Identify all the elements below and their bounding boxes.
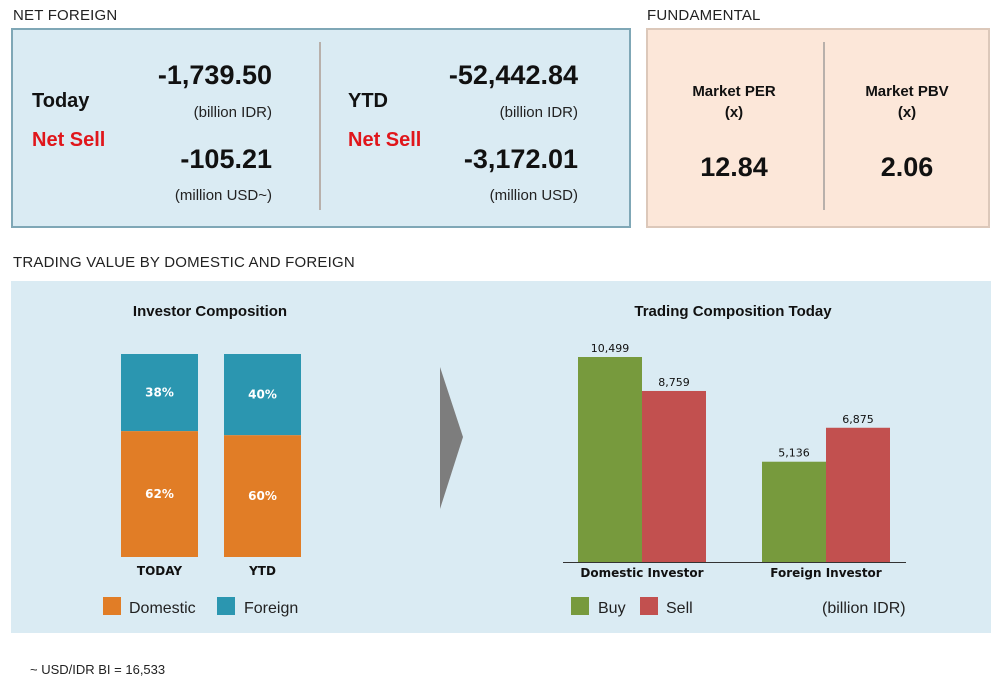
trading-composition-title: Trading Composition Today bbox=[634, 303, 832, 320]
today-usd-value: -105.21 bbox=[180, 144, 272, 174]
today-net-sell: Net Sell bbox=[32, 129, 106, 151]
pbv-unit: (x) bbox=[897, 104, 917, 121]
flow-arrow-icon bbox=[440, 367, 463, 509]
legend-domestic-label: Domestic bbox=[129, 600, 196, 617]
label-domestic-ytd: 60% bbox=[248, 489, 277, 503]
x-tick-foreign-investor: Foreign Investor bbox=[770, 566, 882, 580]
today-idr-unit: (billion IDR) bbox=[193, 104, 272, 121]
bar-buy-domestic-investor bbox=[578, 357, 642, 562]
value-label-sell-domestic-investor: 8,759 bbox=[658, 376, 690, 389]
net-foreign-title: NET FOREIGN bbox=[13, 7, 118, 24]
per-unit: (x) bbox=[724, 104, 744, 121]
legend-buy-swatch bbox=[571, 597, 589, 615]
bar-sell-foreign-investor bbox=[826, 427, 890, 562]
ytd-usd-value: -3,172.01 bbox=[463, 144, 578, 174]
legend-foreign-label: Foreign bbox=[244, 600, 299, 617]
trading-section-title: TRADING VALUE BY DOMESTIC AND FOREIGN bbox=[13, 254, 355, 271]
value-label-buy-foreign-investor: 5,136 bbox=[778, 447, 810, 460]
investor-composition-chart: 38% 62% TODAY 40% 60% YTD bbox=[121, 354, 301, 578]
fundamental-divider bbox=[823, 42, 825, 210]
today-label: Today bbox=[32, 90, 90, 112]
bar-sell-domestic-investor bbox=[642, 390, 706, 562]
legend-sell-swatch bbox=[640, 597, 658, 615]
value-label-buy-domestic-investor: 10,499 bbox=[591, 342, 630, 355]
x-tick-ytd: YTD bbox=[248, 564, 276, 578]
net-foreign-divider bbox=[319, 42, 321, 210]
ytd-label: YTD bbox=[348, 90, 388, 112]
ytd-usd-unit: (million USD) bbox=[489, 187, 578, 204]
bar-foreign-today bbox=[121, 354, 198, 432]
legend-foreign-swatch bbox=[217, 597, 235, 615]
pbv-label-block: Market PBV (x) bbox=[823, 81, 991, 123]
ytd-net-sell: Net Sell bbox=[348, 129, 422, 151]
investor-composition-title: Investor Composition bbox=[132, 303, 288, 320]
label-foreign-today: 38% bbox=[145, 386, 174, 400]
x-tick-domestic-investor: Domestic Investor bbox=[580, 566, 703, 580]
fundamental-title: FUNDAMENTAL bbox=[647, 7, 761, 24]
value-label-sell-foreign-investor: 6,875 bbox=[842, 413, 874, 426]
unit-note: (billion IDR) bbox=[822, 600, 906, 617]
fundamental-panel: Market PER (x) 12.84 Market PBV (x) 2.06 bbox=[646, 28, 990, 228]
footnote: ~ USD/IDR BI = 16,533 bbox=[30, 662, 166, 677]
bar-buy-foreign-investor bbox=[762, 461, 826, 562]
bar-domestic-today bbox=[121, 431, 198, 557]
ytd-idr-value: -52,442.84 bbox=[448, 60, 578, 90]
today-idr-value: -1,739.50 bbox=[157, 60, 272, 90]
per-label-block: Market PER (x) bbox=[648, 81, 820, 123]
today-usd-unit: (million USD~) bbox=[174, 187, 272, 204]
bar-foreign-ytd bbox=[224, 354, 301, 436]
per-value: 12.84 bbox=[700, 152, 768, 182]
per-label: Market PER bbox=[692, 83, 776, 100]
legend-sell-label: Sell bbox=[666, 600, 693, 617]
pbv-label: Market PBV bbox=[865, 83, 949, 100]
ytd-idr-unit: (billion IDR) bbox=[499, 104, 578, 121]
bar-domestic-ytd bbox=[224, 435, 301, 557]
pbv-value: 2.06 bbox=[880, 152, 934, 182]
label-domestic-today: 62% bbox=[145, 487, 174, 501]
x-tick-today: TODAY bbox=[137, 564, 182, 578]
legend-buy-label: Buy bbox=[598, 600, 626, 617]
label-foreign-ytd: 40% bbox=[248, 388, 277, 402]
legend-domestic-swatch bbox=[103, 597, 121, 615]
trading-composition-chart: 10,499 8,759 Domestic Investor 5,136 6,875 Fo… bbox=[563, 342, 906, 580]
net-foreign-panel: Today Net Sell -1,739.50 (billion IDR) -… bbox=[11, 28, 631, 228]
